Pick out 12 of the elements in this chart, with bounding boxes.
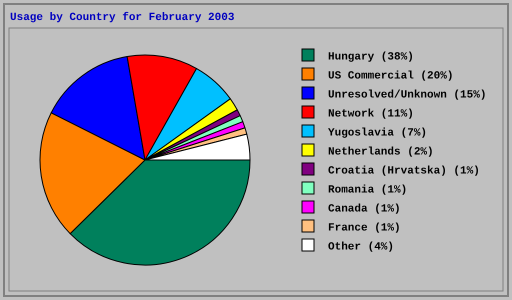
legend-label: US Commercial (20%) xyxy=(328,70,454,82)
legend-label: Canada (1%) xyxy=(328,203,401,216)
legend-label: Network (11%) xyxy=(328,108,414,120)
legend-label: Romania (1%) xyxy=(328,184,408,196)
legend-label: Croatia (Hrvatska) (1%) xyxy=(328,165,480,178)
legend-label: France (1%) xyxy=(328,222,401,234)
legend-label: Hungary (38%) xyxy=(328,51,414,64)
legend-label: Unresolved/Unknown (15%) xyxy=(328,89,486,102)
legend-label: Yugoslavia (7%) xyxy=(328,127,428,140)
chart-title: Usage by Country for February 2003 xyxy=(10,10,235,24)
legend-label: Other (4%) xyxy=(328,241,394,254)
legend-label: Netherlands (2%) xyxy=(328,146,434,158)
